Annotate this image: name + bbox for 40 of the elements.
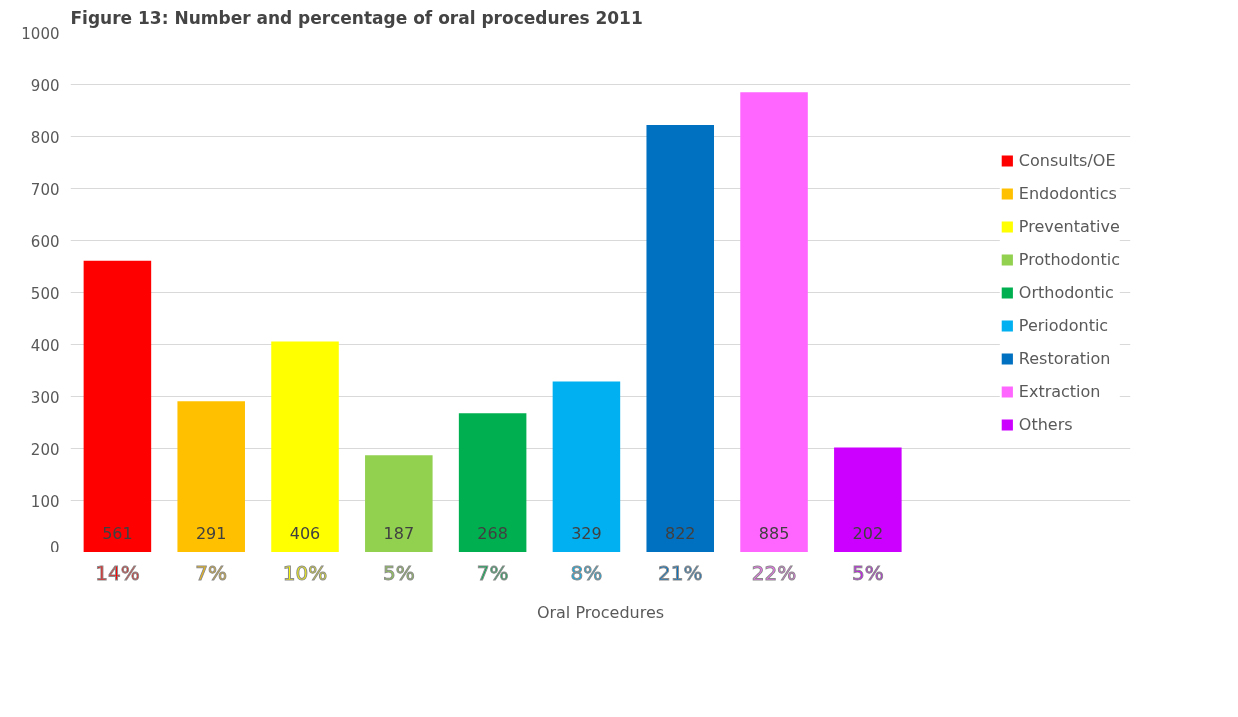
chart-title: Figure 13: Number and percentage of oral procedures 2011: [70, 7, 643, 28]
data-label: 329: [571, 523, 602, 543]
y-tick-label: 600: [30, 232, 60, 251]
data-label: 268: [477, 523, 508, 543]
y-tick-label: 0: [49, 538, 60, 557]
y-tick-label: 100: [30, 492, 60, 511]
data-label: 187: [383, 523, 415, 543]
legend-label: Others: [1018, 414, 1073, 434]
x-tick-label: 8%: [570, 560, 603, 585]
y-tick-label: 900: [30, 76, 60, 95]
y-tick-label: 200: [30, 440, 60, 459]
x-axis-title: Oral Procedures: [536, 602, 665, 622]
data-label: 885: [758, 523, 790, 543]
legend-label: Orthodontic: [1018, 282, 1114, 302]
x-tick-label: 14%: [95, 560, 140, 585]
y-tick-label: 300: [30, 388, 60, 407]
data-label: 291: [195, 523, 227, 543]
legend-label: Endodontics: [1018, 183, 1117, 203]
x-tick-label: 7%: [476, 560, 509, 585]
data-label: 406: [289, 523, 321, 543]
legend-label: Extraction: [1018, 381, 1101, 401]
legend-label: Restoration: [1018, 348, 1111, 368]
data-label: 202: [852, 523, 884, 543]
x-tick-label: 7%: [195, 560, 228, 585]
legend-label: Consults/OE: [1018, 150, 1116, 170]
y-tick-label: 500: [30, 284, 60, 303]
y-tick-label: 1000: [21, 24, 60, 43]
legend-label: Preventative: [1018, 216, 1120, 236]
data-label: 822: [664, 523, 696, 543]
x-tick-label: 10%: [282, 560, 328, 585]
x-tick-label: 22%: [751, 560, 797, 585]
y-tick-label: 800: [30, 128, 60, 147]
x-tick-label: 21%: [658, 560, 703, 585]
x-tick-label: 5%: [382, 560, 415, 585]
y-tick-label: 400: [30, 336, 60, 355]
y-tick-label: 700: [30, 180, 60, 199]
data-label: 561: [102, 523, 133, 543]
legend-label: Prothodontic: [1018, 249, 1120, 269]
x-tick-label: 5%: [851, 560, 884, 585]
legend-label: Periodontic: [1018, 315, 1109, 335]
